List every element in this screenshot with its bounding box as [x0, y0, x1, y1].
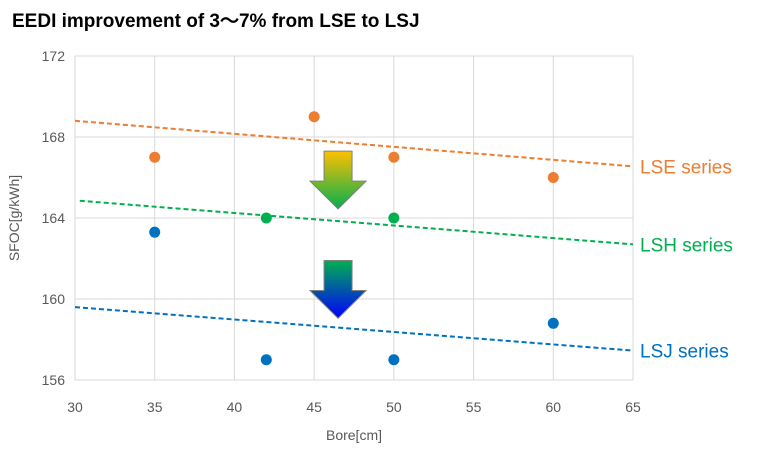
lsh-trend-line — [79, 199, 634, 246]
arrows — [308, 150, 368, 319]
down-arrow-icon — [308, 150, 368, 210]
x-tick-label: 35 — [147, 399, 163, 415]
lsh-data-point — [260, 212, 272, 224]
y-tick-label: 172 — [42, 48, 66, 64]
chart-title: EEDI improvement of 3～7% from LSE to LSJ — [12, 11, 420, 32]
trend-lines — [74, 119, 634, 352]
y-tick-label: 168 — [42, 129, 66, 145]
data-points — [149, 111, 559, 366]
lsh-data-point — [388, 212, 400, 224]
x-tick-label: 45 — [306, 399, 322, 415]
y-tick-label: 156 — [42, 372, 66, 388]
lse-data-point — [547, 172, 559, 183]
x-axis-title: Bore[cm] — [326, 427, 382, 443]
y-axis-title: SFOC[g/kWh] — [6, 175, 22, 261]
lse-data-point — [149, 151, 161, 163]
y-tick-label: 160 — [42, 291, 66, 307]
x-tick-label: 60 — [545, 399, 561, 415]
lse-trend-line — [74, 119, 634, 168]
lsh-series-label: LSH series — [640, 235, 733, 256]
x-tick-label: 65 — [625, 399, 641, 415]
series-labels: LSE series LSH series LSJ series — [640, 157, 733, 362]
y-tick-label: 164 — [42, 210, 66, 226]
lsj-trend-line — [74, 306, 634, 352]
x-tick-label: 50 — [386, 399, 402, 415]
lsj-data-point — [149, 226, 161, 238]
lsj-data-point — [388, 354, 400, 366]
grid — [74, 55, 634, 381]
x-tick-label: 40 — [227, 399, 243, 415]
lse-series-label: LSE series — [640, 157, 732, 178]
lse-data-point — [388, 151, 400, 163]
lsj-data-point — [260, 354, 272, 366]
down-arrow-icon — [308, 260, 368, 319]
x-tick-label: 30 — [67, 399, 83, 415]
lsj-series-label: LSJ series — [640, 342, 729, 363]
axes: 30 35 40 45 50 55 60 65 156 160 164 168 172 Bore[cm] S… — [6, 48, 641, 443]
x-tick-label: 55 — [466, 399, 482, 415]
lsj-data-point — [547, 317, 559, 329]
lse-data-point — [308, 111, 320, 123]
